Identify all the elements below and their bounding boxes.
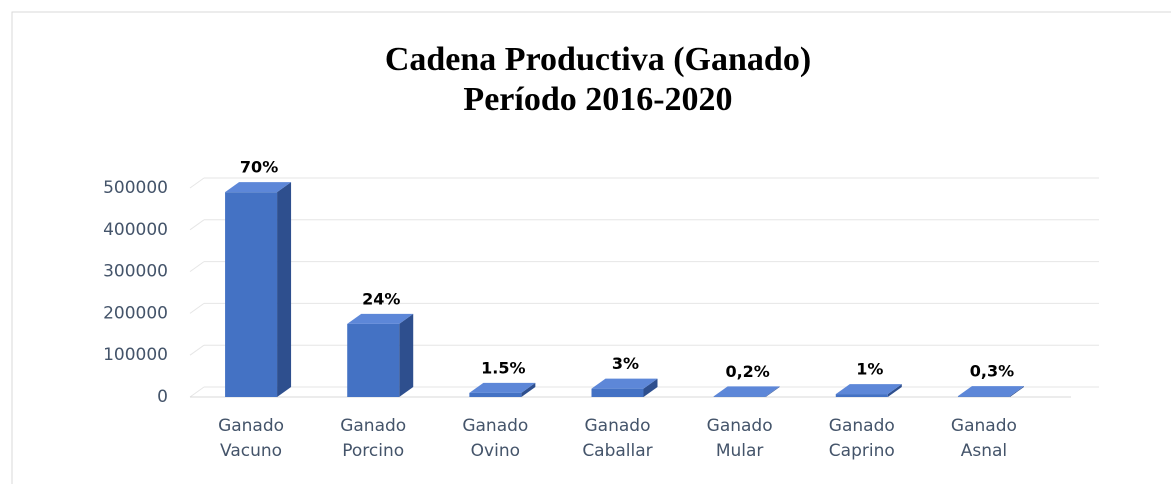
bar: [835, 394, 888, 397]
data-label: 24%: [362, 289, 400, 308]
bar-side: [521, 382, 536, 397]
x-tick-label: Ganado Asnal: [950, 416, 1017, 461]
bar-side: [399, 313, 414, 397]
bar-side: [765, 386, 780, 397]
bar: [347, 323, 400, 397]
data-label: 1.5%: [481, 358, 525, 377]
grid-line-depth: [189, 344, 205, 356]
x-tick-label: Ganado Ovino: [462, 416, 529, 461]
grid-line-depth: [189, 386, 205, 398]
x-tick-label: Ganado Mular: [706, 416, 773, 461]
bar-top: [347, 313, 414, 324]
bar-side: [1009, 386, 1024, 397]
bar: [225, 192, 278, 397]
bar-side: [277, 182, 292, 397]
bar-side: [643, 378, 658, 397]
bar: [713, 396, 766, 397]
bar: [591, 388, 644, 397]
bar-top: [835, 384, 902, 395]
data-label: 0,3%: [970, 362, 1014, 381]
bar-side: [887, 384, 902, 397]
data-label: 0,2%: [725, 362, 769, 381]
x-tick-label: Ganado Porcino: [340, 416, 407, 461]
x-tick-label: Ganado Caballar: [582, 416, 653, 461]
y-tick-label: 400000: [103, 220, 168, 240]
grid-line-depth: [189, 177, 205, 189]
data-label: 3%: [612, 354, 639, 373]
bar-top: [591, 378, 658, 389]
bar-top: [469, 382, 536, 393]
grid-line-depth: [189, 261, 205, 273]
y-tick-label: 200000: [103, 303, 168, 323]
x-tick-label: Ganado Vacuno: [218, 416, 285, 461]
y-tick-label: 500000: [103, 178, 168, 198]
data-label: 70%: [240, 158, 278, 177]
grid-line-depth: [189, 302, 205, 314]
bar-top: [225, 182, 292, 193]
data-label: 1%: [856, 360, 883, 379]
chart-title: Cadena Productiva (Ganado): [385, 41, 811, 78]
bar-top: [957, 386, 1024, 397]
bar: [957, 396, 1010, 397]
chart-border: [11, 11, 1171, 484]
bar: [469, 392, 522, 397]
y-tick-label: 300000: [103, 262, 168, 282]
y-tick-label: 100000: [103, 345, 168, 365]
bar-top: [713, 386, 780, 397]
y-tick-label: 0: [157, 387, 168, 407]
chart-subtitle: Período 2016-2020: [463, 81, 732, 118]
grid-line-depth: [189, 219, 205, 231]
x-tick-label: Ganado Caprino: [828, 416, 895, 461]
